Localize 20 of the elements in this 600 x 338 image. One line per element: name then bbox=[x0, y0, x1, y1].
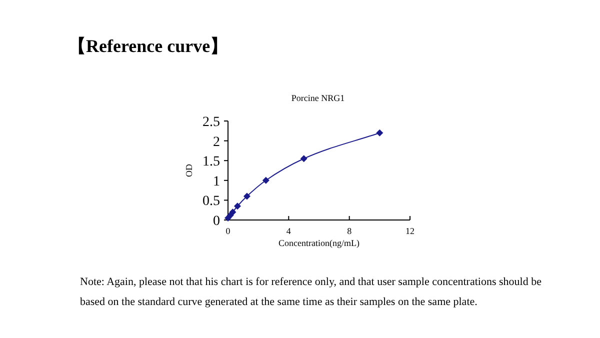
point bbox=[234, 202, 241, 210]
chart-title: 【Reference curve】 bbox=[68, 36, 228, 56]
y-tick-label: 1 bbox=[213, 174, 220, 190]
y-tick-label: 2.5 bbox=[202, 115, 220, 130]
x-tick-label: 0 bbox=[226, 226, 231, 236]
x-tick-label: 4 bbox=[286, 226, 292, 236]
text: Note: Again, please not that his chart is for reference only, and that user sample concentrations should be based on the standard curve generated at the same time as their samples on the same plate. bbox=[80, 276, 542, 308]
x-tick-label: 12 bbox=[406, 226, 414, 236]
y-axis-title: OD bbox=[184, 164, 194, 177]
point bbox=[243, 192, 250, 200]
point bbox=[229, 208, 236, 216]
point bbox=[300, 155, 308, 162]
point bbox=[262, 176, 270, 184]
y-tick-label: 1.5 bbox=[202, 154, 220, 170]
y-tick-label: 2 bbox=[213, 134, 220, 150]
x-axis-title: Concentration(ng/mL) bbox=[278, 238, 360, 248]
point bbox=[376, 129, 384, 136]
x-tick-label: 8 bbox=[347, 226, 352, 236]
chart-subtitle: Porcine NRG1 bbox=[291, 93, 345, 103]
y-tick-label: 0.5 bbox=[202, 194, 220, 210]
